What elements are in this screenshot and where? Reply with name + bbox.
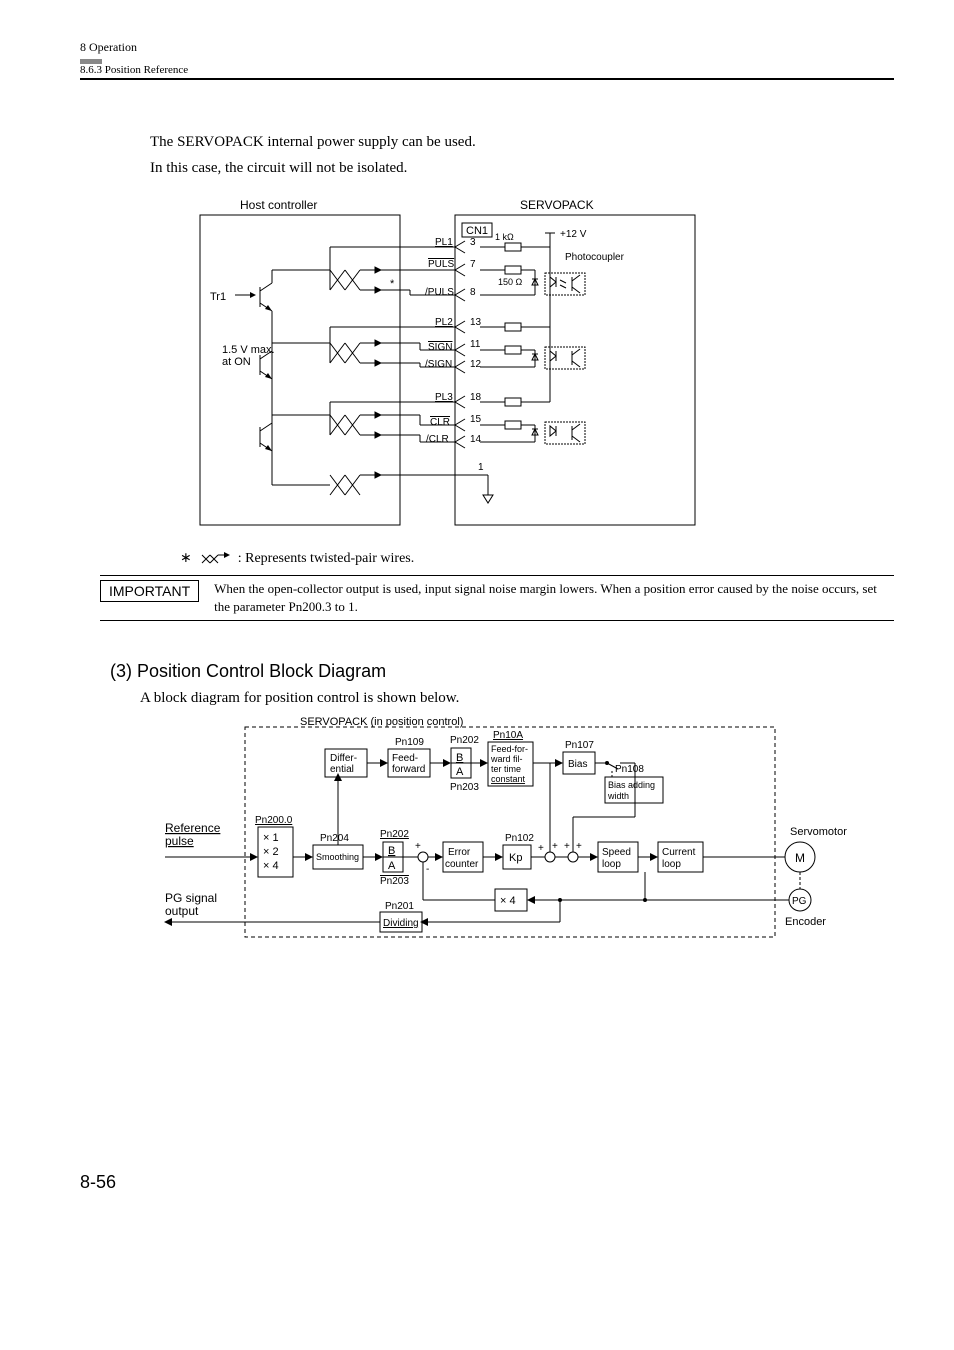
- svg-text:B: B: [388, 845, 395, 857]
- svg-text:+: +: [552, 841, 558, 852]
- svg-text:Feed-for-: Feed-for-: [491, 744, 528, 754]
- svg-text:+: +: [415, 841, 421, 852]
- svg-text:Speed: Speed: [602, 847, 631, 858]
- svg-text:× 1: × 1: [263, 832, 279, 844]
- svg-text:Pn102: Pn102: [505, 833, 534, 844]
- svg-text:forward: forward: [392, 764, 425, 775]
- svg-text:output: output: [165, 904, 199, 918]
- svg-text:Tr1: Tr1: [210, 291, 226, 303]
- svg-text:Pn202: Pn202: [450, 735, 479, 746]
- svg-text:width: width: [607, 791, 629, 801]
- svg-text:3: 3: [470, 237, 476, 248]
- svg-text:Pn202: Pn202: [380, 829, 409, 840]
- svg-text:counter: counter: [445, 859, 479, 870]
- svg-text:ward fil-: ward fil-: [490, 754, 523, 764]
- svg-text:Reference: Reference: [165, 821, 221, 835]
- svg-text:Bias: Bias: [568, 759, 587, 770]
- host-label: Host controller: [240, 198, 317, 212]
- svg-text:8: 8: [470, 287, 476, 298]
- circuit-diagram: Host controller SERVOPACK CN1 +12 V PL1 …: [180, 195, 894, 540]
- svg-text:Servomotor: Servomotor: [790, 826, 847, 838]
- svg-text:pulse: pulse: [165, 834, 194, 848]
- svg-text:Error: Error: [448, 847, 471, 858]
- svg-text:*: *: [390, 278, 395, 290]
- svg-text:Feed-: Feed-: [392, 753, 418, 764]
- svg-text:Pn108: Pn108: [615, 764, 644, 775]
- svg-text:Pn203: Pn203: [380, 876, 409, 887]
- svg-text:ential: ential: [330, 764, 354, 775]
- svg-text:Photocoupler: Photocoupler: [565, 252, 625, 263]
- twisted-pair-note: ∗ : Represents twisted-pair wires.: [180, 550, 894, 567]
- svg-text:18: 18: [470, 392, 482, 403]
- svg-text:Kp: Kp: [509, 852, 522, 864]
- svg-text:+: +: [564, 841, 570, 852]
- svg-text:× 2: × 2: [263, 846, 279, 858]
- svg-text:× 4: × 4: [500, 895, 516, 907]
- svg-text:/CLR: /CLR: [426, 434, 449, 445]
- svg-text:Pn109: Pn109: [395, 737, 424, 748]
- svg-text:Current: Current: [662, 847, 696, 858]
- svg-text:Pn203: Pn203: [450, 782, 479, 793]
- svg-text:Bias adding: Bias adding: [608, 780, 655, 790]
- svg-text:A: A: [388, 860, 396, 872]
- svg-text:PG: PG: [792, 896, 807, 907]
- svg-text:150 Ω: 150 Ω: [498, 277, 523, 287]
- svg-text:14: 14: [470, 434, 482, 445]
- svg-text:PL2: PL2: [435, 317, 453, 328]
- svg-text:7: 7: [470, 259, 476, 270]
- svg-text:CLR: CLR: [430, 417, 450, 428]
- svg-text:-: -: [426, 864, 429, 875]
- svg-text:11: 11: [470, 339, 481, 350]
- svg-text:Encoder: Encoder: [785, 916, 826, 928]
- chapter-header: 8 Operation: [80, 40, 894, 55]
- svg-text:Dividing: Dividing: [383, 918, 419, 929]
- important-label: IMPORTANT: [100, 580, 199, 602]
- svg-text:13: 13: [470, 317, 482, 328]
- svg-text:loop: loop: [602, 859, 621, 870]
- important-text: When the open-collector output is used, …: [214, 580, 894, 616]
- svg-text:Pn10A: Pn10A: [493, 730, 523, 741]
- svg-text:SERVOPACK (in position control: SERVOPACK (in position control): [300, 717, 463, 728]
- svg-text:CN1: CN1: [466, 225, 488, 237]
- svg-text:Pn204: Pn204: [320, 833, 349, 844]
- svg-text:SIGN: SIGN: [428, 342, 452, 353]
- section-3-sub: A block diagram for position control is …: [140, 690, 894, 707]
- svg-text:1: 1: [478, 462, 484, 473]
- svg-text:Pn201: Pn201: [385, 901, 414, 912]
- svg-text:Pn200.0: Pn200.0: [255, 815, 293, 826]
- svg-text:+12 V: +12 V: [560, 229, 587, 240]
- svg-text:at ON: at ON: [222, 356, 251, 368]
- intro-line2: In this case, the circuit will not be is…: [150, 156, 894, 180]
- servo-label: SERVOPACK: [520, 198, 594, 212]
- svg-text:loop: loop: [662, 859, 681, 870]
- svg-text:15: 15: [470, 414, 482, 425]
- svg-text:PL3: PL3: [435, 392, 453, 403]
- svg-text:/PULS: /PULS: [425, 287, 454, 298]
- svg-text:PG signal: PG signal: [165, 891, 217, 905]
- svg-text:+: +: [576, 841, 582, 852]
- svg-text:12: 12: [470, 359, 482, 370]
- svg-text:Smoothing: Smoothing: [316, 852, 359, 862]
- important-note: IMPORTANT When the open-collector output…: [100, 575, 894, 621]
- intro-text: The SERVOPACK internal power supply can …: [150, 130, 894, 180]
- svg-text:PULS: PULS: [428, 259, 454, 270]
- svg-text:1 kΩ: 1 kΩ: [495, 232, 514, 242]
- page-number: 8-56: [80, 1172, 894, 1193]
- svg-text:/SIGN: /SIGN: [425, 359, 452, 370]
- svg-text:PL1: PL1: [435, 237, 453, 248]
- intro-line1: The SERVOPACK internal power supply can …: [150, 130, 894, 154]
- svg-text:B: B: [456, 752, 463, 764]
- svg-text:ter time: ter time: [491, 764, 521, 774]
- svg-text:A: A: [456, 766, 464, 778]
- block-diagram: SERVOPACK (in position control) Referenc…: [160, 717, 894, 952]
- svg-text:Pn107: Pn107: [565, 740, 594, 751]
- svg-text:M: M: [795, 851, 805, 865]
- section-header: 8.6.3 Position Reference: [80, 64, 894, 80]
- svg-text:× 4: × 4: [263, 860, 279, 872]
- svg-text:Differ-: Differ-: [330, 753, 357, 764]
- section-3-heading: (3) Position Control Block Diagram: [110, 661, 894, 682]
- svg-text:+: +: [538, 843, 544, 854]
- svg-text:constant: constant: [491, 774, 526, 784]
- twisted-pair-icon: [200, 551, 230, 567]
